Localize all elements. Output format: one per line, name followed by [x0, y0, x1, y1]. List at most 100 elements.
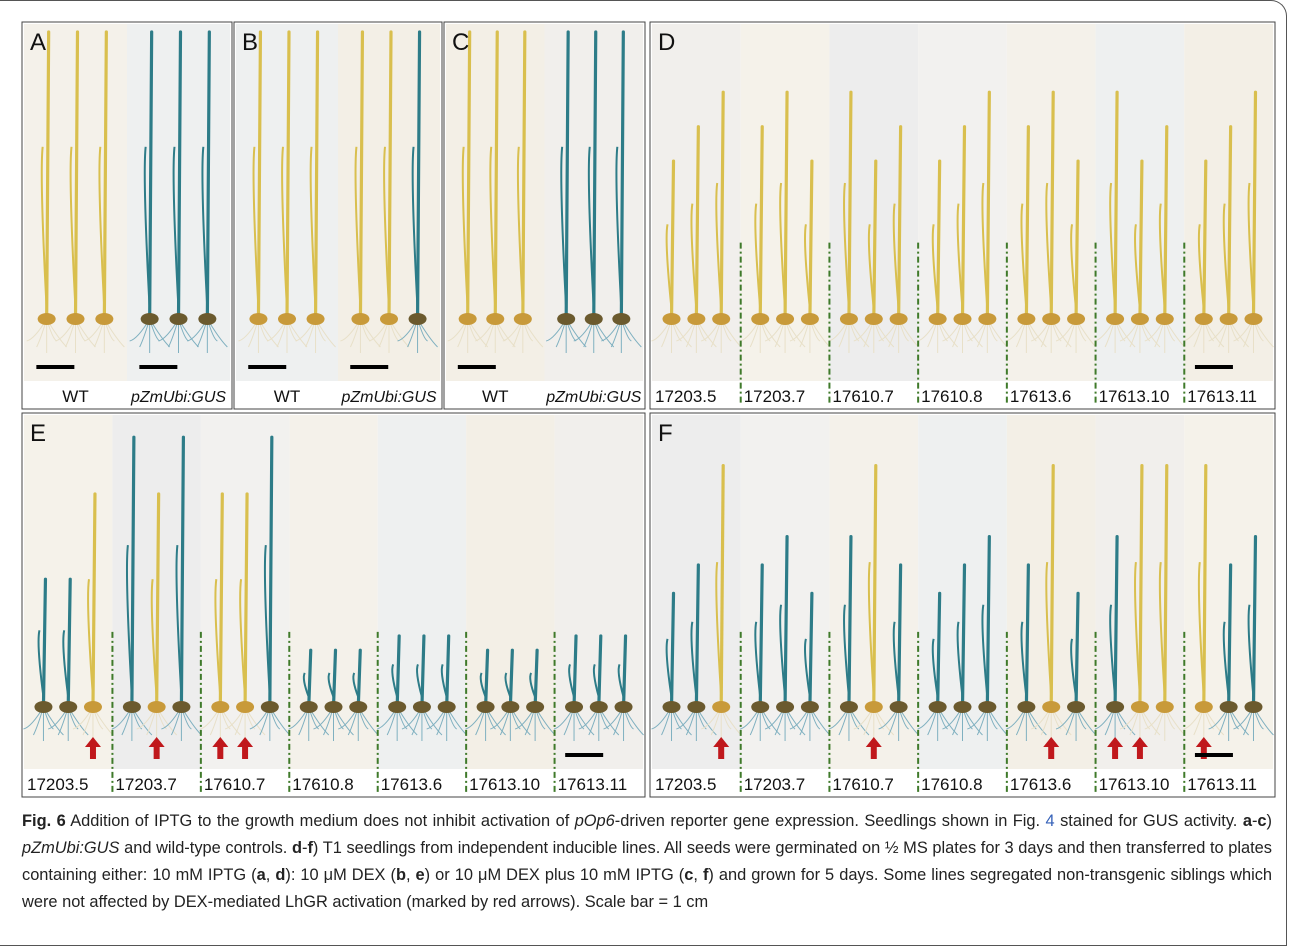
shoot — [783, 535, 789, 709]
leaf — [175, 545, 183, 698]
line-label: 17203.7 — [744, 775, 805, 794]
line-label: 17203.7 — [115, 775, 176, 794]
line-label: WT — [62, 387, 88, 406]
shoot — [669, 591, 676, 709]
leaf — [40, 146, 48, 310]
shoot — [847, 90, 853, 321]
line-label: 17610.7 — [832, 387, 893, 406]
seed — [1067, 313, 1086, 325]
red-arrow — [212, 737, 229, 759]
scale-bar — [139, 365, 178, 369]
line-label: 17613.6 — [381, 775, 442, 794]
leaf — [172, 146, 180, 310]
panel-letter: C — [452, 29, 469, 56]
shoot — [1138, 159, 1144, 321]
seed — [513, 313, 532, 325]
seed — [388, 701, 407, 713]
seed — [476, 701, 495, 713]
seed — [458, 313, 477, 325]
seed — [565, 701, 584, 713]
leaf — [529, 672, 537, 698]
caption: Fig. 6 Addition of IPTG to the growth me… — [22, 808, 1272, 916]
leaf — [263, 545, 271, 698]
caption-text: pZmUbi:GUS — [22, 839, 120, 857]
line-label: 17613.6 — [1010, 775, 1071, 794]
caption-text: , — [405, 866, 416, 884]
shoot — [669, 159, 676, 321]
red-arrow — [865, 737, 882, 759]
seed — [1194, 313, 1213, 325]
seed — [37, 313, 56, 325]
seed — [260, 701, 279, 713]
leaf — [754, 621, 762, 698]
scale-bar — [350, 365, 389, 369]
leaf — [804, 638, 811, 698]
leaf — [1109, 604, 1117, 698]
leaf — [592, 664, 600, 698]
shoot — [985, 90, 991, 321]
shoot — [466, 30, 472, 321]
seed — [1067, 701, 1086, 713]
leaf — [587, 146, 595, 310]
seed — [169, 313, 188, 325]
shoot — [358, 30, 365, 321]
shoot — [91, 492, 97, 709]
leaf — [867, 224, 875, 310]
shoot — [1163, 464, 1169, 709]
leaf — [1247, 604, 1255, 698]
leaf — [1070, 638, 1078, 698]
seed — [614, 701, 633, 713]
leaf — [1197, 562, 1205, 698]
line-label: 17203.5 — [655, 387, 716, 406]
shoot — [1227, 563, 1233, 709]
shoot — [130, 435, 136, 709]
shoot — [1049, 464, 1055, 709]
figure: WT pZmUbi:GUS A WT pZmUbi:GUS B WT pZmUbi:GUS C 1… — [21, 21, 1276, 798]
shoot — [41, 577, 48, 709]
line-label: 17613.10 — [1099, 775, 1170, 794]
scale-bar — [1194, 365, 1233, 369]
panel: 17203.5 17203.7 17610.7 17610.8 17613.6 17613… — [21, 412, 646, 798]
seed — [1219, 313, 1238, 325]
caption-text: b — [395, 866, 406, 884]
leaf — [1158, 203, 1166, 310]
leaf — [504, 672, 512, 698]
seed — [34, 701, 53, 713]
leaf — [1247, 182, 1255, 310]
shoot — [521, 30, 527, 321]
line-label: 17613.10 — [1099, 387, 1170, 406]
leaf — [489, 146, 497, 310]
leaf — [568, 664, 575, 698]
red-arrow — [1131, 737, 1148, 759]
leaf — [956, 621, 964, 698]
caption-text: f — [307, 839, 313, 857]
shoot — [176, 30, 183, 321]
leaf — [617, 664, 625, 698]
shoot — [256, 30, 263, 321]
leaf — [354, 146, 362, 310]
leaf — [867, 562, 875, 698]
seed — [928, 313, 947, 325]
seed — [687, 701, 706, 713]
caption-text: ) and grown for 5 days. Some lines segre… — [22, 866, 1273, 911]
panel-letter: F — [658, 420, 673, 447]
seed — [712, 701, 731, 713]
seed — [147, 701, 166, 713]
leaf — [779, 182, 787, 310]
shoot — [268, 435, 274, 709]
panel-letter: A — [30, 29, 46, 56]
leaf — [1109, 182, 1117, 310]
seed — [662, 313, 681, 325]
leaf — [37, 630, 45, 698]
shoot — [508, 648, 514, 709]
shoot — [619, 30, 625, 321]
shoot — [387, 30, 393, 321]
line-label: 17610.8 — [292, 775, 353, 794]
seed — [889, 313, 908, 325]
scale-bar — [565, 753, 604, 757]
caption-text: , — [693, 866, 703, 884]
shoot — [758, 563, 764, 709]
leaf — [516, 146, 524, 310]
shoot — [936, 159, 942, 321]
